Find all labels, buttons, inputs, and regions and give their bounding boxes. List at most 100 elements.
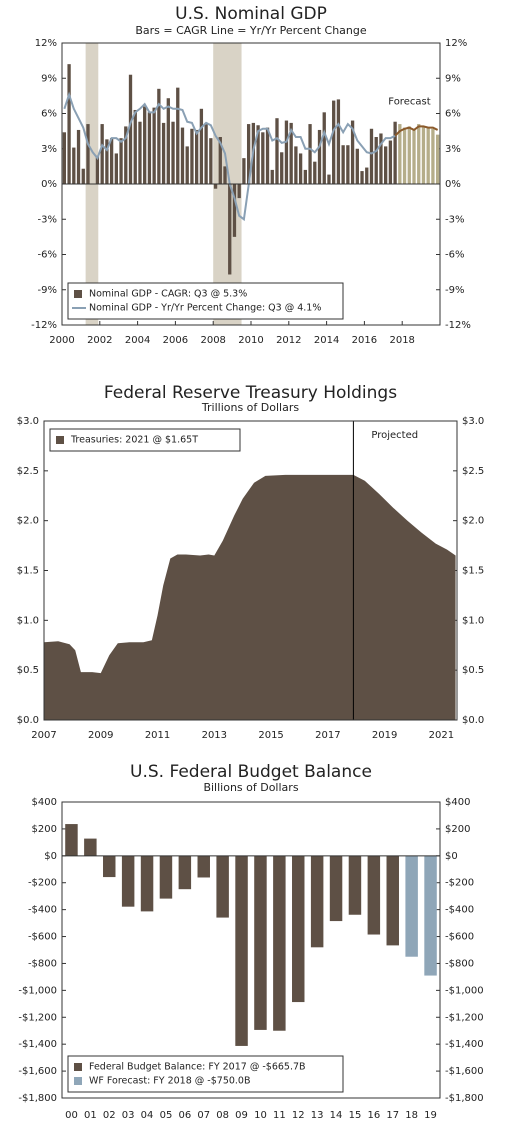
y-tick-label-right: -$1,600 [445,1066,484,1077]
x-tick-label: 19 [424,1110,437,1121]
bar [161,122,166,184]
bar [329,855,343,922]
x-tick-label: 2000 [49,335,74,346]
bar [405,855,418,957]
y-tick-label: $0.0 [17,715,39,726]
bar [133,109,137,184]
bar [292,855,305,1003]
y-tick-label-right: -$200 [445,878,474,889]
chart-subtitle: Billions of Dollars [203,781,298,794]
y-tick-label: $2.0 [17,516,39,527]
x-tick-label: 00 [65,1110,78,1121]
bar [261,132,265,184]
bar [308,124,312,184]
legend-swatch [74,1063,82,1071]
legend-label: Treasuries: 2021 @ $1.65T [70,435,198,446]
y-tick-label-right: $1.0 [462,615,484,626]
x-tick-label: 05 [160,1110,173,1121]
x-tick-label: 2010 [238,335,263,346]
y-tick-label-right: 6% [445,109,461,120]
x-tick-label: 2004 [125,335,150,346]
y-tick-label: -3% [38,214,57,225]
x-tick-label: 2019 [372,730,397,741]
legend-box [49,428,241,452]
bar [121,855,135,907]
bar [336,99,341,184]
x-tick-label: 2008 [200,335,225,346]
bar [232,184,237,237]
chart-title: U.S. Federal Budget Balance [130,762,372,782]
bar [185,146,189,184]
bar [166,98,170,184]
y-tick-label-right: -$400 [445,905,474,916]
bar [216,855,229,918]
y-tick-label: $1.0 [17,615,39,626]
y-tick-label: $1.5 [17,566,39,577]
bar [159,855,173,899]
bar [190,128,194,184]
y-tick-label-right: $2.0 [462,516,484,527]
x-tick-label: 03 [122,1110,135,1121]
bar [426,127,430,184]
bar [386,855,399,946]
bar [346,145,350,184]
legend-swatch [56,436,64,444]
bar [417,124,421,184]
bar [242,158,246,184]
x-tick-label: 06 [178,1110,191,1121]
bar [332,100,336,184]
x-tick-label: 09 [235,1110,248,1121]
x-tick-label: 2017 [315,730,340,741]
bar [317,129,322,184]
y-tick-label-right: $0.5 [462,665,484,676]
bar [213,184,218,189]
legend-label: WF Forecast: FY 2018 @ -$750.0B [89,1076,251,1087]
bar [103,855,116,878]
forecast-line [394,125,439,137]
x-tick-label: 2011 [145,730,170,741]
bar [105,139,109,184]
y-tick-label: $400 [32,797,57,808]
x-tick-label: 16 [367,1110,380,1121]
bar [273,855,286,1031]
x-tick-label: 11 [273,1110,286,1121]
bar [109,138,114,184]
bar [237,184,241,199]
y-tick-label: 6% [41,109,57,120]
y-tick-label: -12% [31,320,57,331]
y-tick-label-right: -$1,800 [445,1093,484,1104]
y-tick-label: -$1,800 [18,1093,57,1104]
bar [256,125,260,184]
bar [128,74,133,184]
bar [86,124,90,184]
bar [322,112,326,184]
y-tick-label: -$600 [28,932,57,943]
y-tick-label-right: $1.5 [462,566,484,577]
y-tick-label-right: -$600 [445,932,474,943]
chart-title: Federal Reserve Treasury Holdings [104,383,397,403]
bar [114,153,118,184]
bar [143,106,147,184]
x-tick-label: 08 [216,1110,229,1121]
legend-swatch [74,1077,82,1085]
x-tick-label: 2009 [88,730,113,741]
bar [294,146,298,184]
bar [119,138,123,184]
bar [284,120,289,184]
bar [431,128,435,184]
bar [62,132,67,184]
bar [199,108,204,184]
y-tick-label-right: $2.5 [462,466,484,477]
y-tick-label-right: $3.0 [462,416,484,427]
x-tick-label: 2015 [258,730,283,741]
area [44,474,456,720]
bar [147,112,152,184]
y-tick-label: -$400 [28,905,57,916]
bar [435,134,440,184]
y-tick-label: 9% [41,73,57,84]
bar [84,838,97,856]
bar [171,121,175,184]
bar [67,64,71,184]
y-tick-label: -6% [38,250,57,261]
bar [209,138,213,184]
